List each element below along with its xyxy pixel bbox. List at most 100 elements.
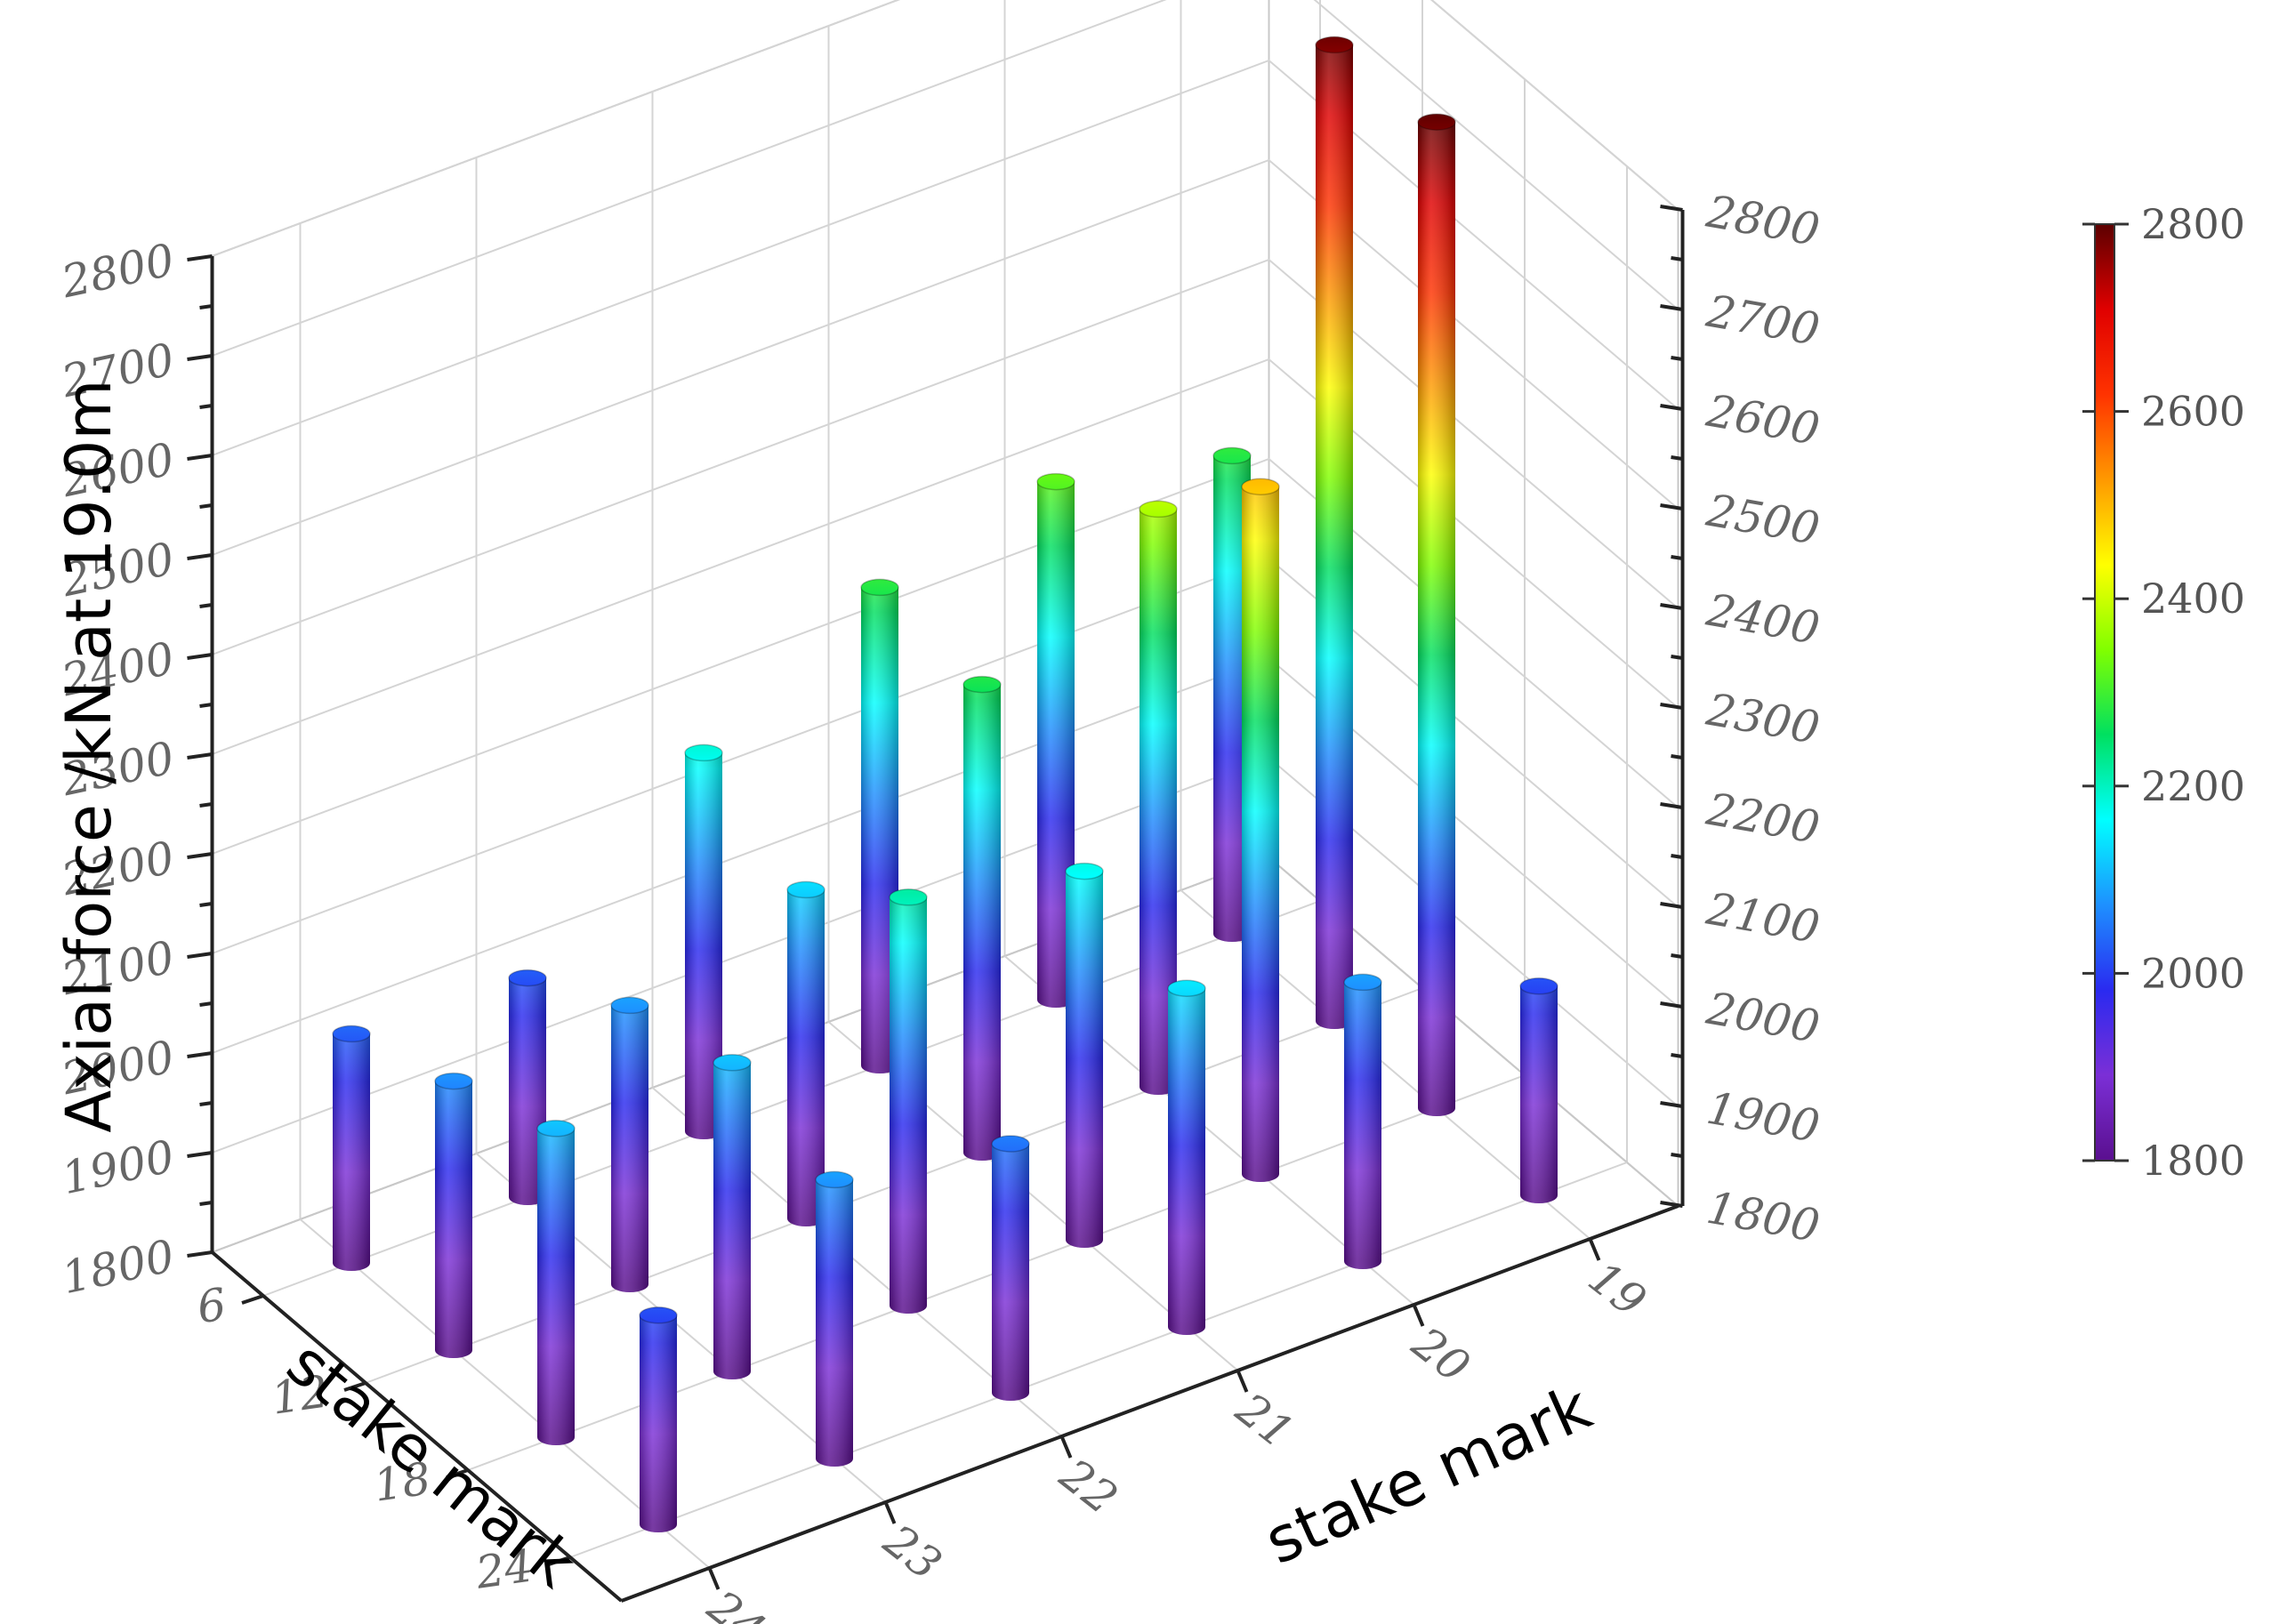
z-right-tick-label: 2400: [1702, 584, 1823, 655]
bar-cap: [1036, 472, 1075, 491]
z-right-tick-label: 2300: [1702, 684, 1823, 754]
bar-6-21: [860, 578, 899, 1073]
bar-shade: [640, 1314, 677, 1532]
grid-line: [569, 1162, 1628, 1558]
y-tick-label: 24: [697, 1580, 775, 1624]
z-tick: [187, 653, 213, 660]
colorbar-tick-label: 2400: [2141, 575, 2245, 623]
z-right-minor-tick: [1671, 754, 1683, 760]
z-tick: [187, 1051, 213, 1058]
bar-shade: [1520, 985, 1558, 1203]
bar-cap: [639, 1306, 678, 1324]
bar-shade: [992, 1144, 1029, 1401]
bar-12-21: [962, 675, 1002, 1161]
colorbar-tick-label: 2800: [2141, 200, 2245, 248]
bar-cap: [1167, 979, 1206, 997]
bar-cap: [508, 969, 547, 987]
z-tick: [187, 454, 213, 461]
z-right-tick-label: 2000: [1702, 983, 1823, 1053]
z-right-tick-label: 1900: [1703, 1082, 1823, 1153]
z-right-minor-tick: [1671, 356, 1683, 361]
z-right-tick-label: 2700: [1702, 285, 1823, 356]
grid-line: [212, 0, 1679, 357]
bar-6-24: [332, 1025, 371, 1271]
bar-6-19: [1212, 446, 1252, 942]
colorbar-tick-label: 2000: [2141, 949, 2245, 997]
z-right-minor-tick: [1671, 1053, 1683, 1058]
x-tick: [548, 1556, 571, 1566]
z-tick: [187, 1151, 213, 1158]
z-right-minor-tick: [1671, 655, 1683, 660]
bar-12-19: [1315, 36, 1354, 1029]
bar-cap: [786, 880, 825, 899]
z-minor-tick: [199, 603, 213, 608]
z-tick-label: 1800: [57, 1230, 179, 1304]
z-tick: [187, 354, 213, 361]
bar-6-22: [684, 744, 723, 1139]
z-right-minor-tick: [1671, 455, 1683, 461]
z-right-minor-tick: [1671, 854, 1683, 859]
z-axis-title: Axial force /kN at 19.0m: [52, 379, 125, 1132]
bar-18-20: [1241, 478, 1280, 1182]
bar-shade: [1213, 455, 1251, 942]
bar-cap: [684, 744, 723, 762]
x-tick-label: 18: [371, 1452, 434, 1511]
grid-line: [212, 358, 1679, 755]
z-tick: [187, 254, 213, 261]
y-tick-label: 19: [1579, 1251, 1655, 1327]
bar-shade: [1344, 982, 1381, 1269]
y-tick: [1412, 1304, 1425, 1327]
bar-shade: [1140, 509, 1177, 1095]
z-minor-tick: [199, 304, 213, 310]
z-right-tick: [1660, 1101, 1683, 1108]
bar-cap: [713, 1054, 752, 1072]
y-tick-label: 20: [1402, 1317, 1479, 1393]
bar-cap: [332, 1025, 371, 1043]
bar-24-24: [639, 1306, 678, 1532]
z-right-tick: [1660, 603, 1683, 610]
z-right-tick: [1660, 703, 1683, 710]
z-minor-tick: [199, 1201, 213, 1206]
bar-cap: [1519, 977, 1558, 995]
bar-18-24: [536, 1120, 576, 1445]
bar-24-22: [991, 1135, 1030, 1401]
bar-12-22: [786, 880, 825, 1226]
z-right-tick: [1660, 404, 1683, 411]
bar-6-23: [508, 969, 547, 1205]
bar-24-19: [1519, 977, 1558, 1203]
y-tick: [1588, 1238, 1601, 1261]
bar-cap: [815, 1170, 854, 1189]
bar-cap: [1212, 446, 1252, 465]
grid-line: [212, 158, 1679, 556]
bar-12-24: [434, 1072, 473, 1358]
bar-shade: [435, 1081, 472, 1358]
bars-group: [332, 36, 1558, 1532]
bar-24-21: [1167, 979, 1206, 1335]
bar-shade: [1316, 44, 1353, 1029]
x-tick-label: 6: [194, 1278, 230, 1333]
z-tick: [187, 952, 213, 959]
bar-24-20: [1343, 973, 1382, 1269]
grid-line: [212, 0, 1679, 257]
z-right-tick: [1660, 802, 1683, 809]
back-walls: [211, 0, 1679, 1254]
x-tick-label: 12: [269, 1365, 332, 1424]
bar-shade: [1037, 481, 1075, 1008]
z-right-tick-label: 2100: [1702, 883, 1823, 953]
colorbar: 1800 2000 2200 2400 2600 2800: [2082, 200, 2245, 1185]
z-tick-label: 1900: [57, 1130, 179, 1204]
x-tick: [446, 1468, 469, 1479]
z-right-tick: [1660, 1201, 1683, 1208]
bar-6-20: [1036, 472, 1075, 1008]
bar-cap: [610, 996, 649, 1015]
bar-18-19: [1417, 113, 1456, 1117]
z-right-tick: [1660, 902, 1683, 909]
y-axis-title: stake mark: [1254, 1371, 1602, 1579]
y-tick: [1236, 1370, 1249, 1393]
bar-shade: [537, 1128, 575, 1445]
z-minor-tick: [199, 1001, 213, 1007]
bar-cap: [1065, 862, 1104, 880]
z-right-tick-label: 2200: [1702, 784, 1823, 854]
bar-12-20: [1139, 500, 1178, 1095]
